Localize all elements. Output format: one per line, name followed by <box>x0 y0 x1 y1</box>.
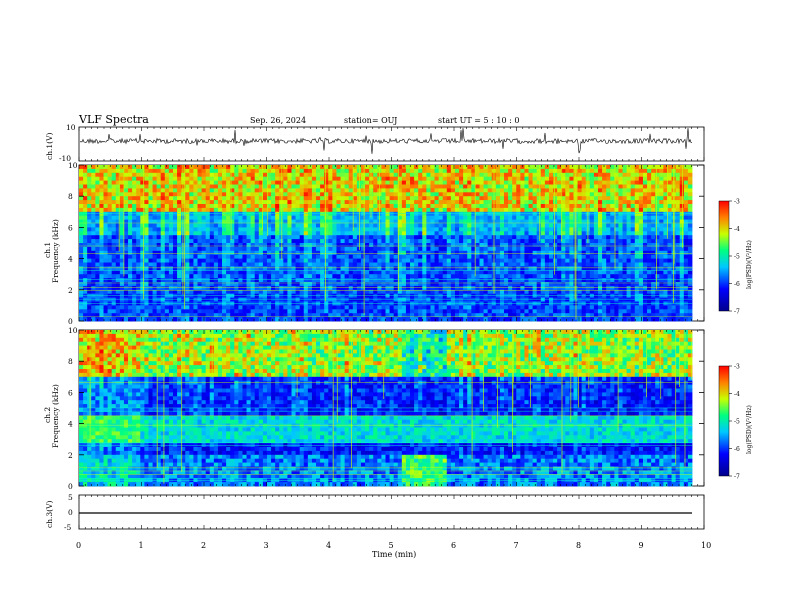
ch1-ytick-top: 10 <box>66 123 76 132</box>
date-label: Sep. 26, 2024 <box>250 116 306 125</box>
ch1-spec-channel-label: ch.1 <box>43 242 52 258</box>
ch1-waveform-trace <box>79 127 692 154</box>
x-tick-label: 3 <box>264 541 269 550</box>
x-tick-label: 4 <box>326 541 331 550</box>
x-axis: 0 1 2 3 4 5 6 7 8 9 10 <box>76 127 711 550</box>
x-tick-label: 6 <box>451 541 456 550</box>
ch3-ytick-bottom: -5 <box>64 523 72 532</box>
ch2-spectrogram-panel: 0 2 4 6 8 10 Frequency (kHz) ch.2 <box>43 326 705 491</box>
colorbar-tick-label: -7 <box>734 474 740 481</box>
spec2-yticks-label: 0 <box>68 482 73 491</box>
ch1-ytick-bottom: -10 <box>59 154 71 163</box>
colorbar-tick-label: -4 <box>734 226 740 233</box>
ch2-spec-channel-label: ch.2 <box>43 407 52 423</box>
spec2-yticks-label: 4 <box>68 420 73 429</box>
spec2-yticks-label: 10 <box>68 326 78 335</box>
spec1-yticks-label: 4 <box>68 255 73 264</box>
ch2-spectrogram-image <box>79 330 693 487</box>
ch2-colorbar-label: log(PSD)(V²/Hz) <box>746 405 753 454</box>
ch1-spec-ylabel: Frequency (kHz) <box>51 219 60 283</box>
spec2-yticks-label: 8 <box>68 357 73 366</box>
ch1-spectrogram-panel: 0 2 4 6 8 10 Frequency (kHz) ch.1 <box>43 161 705 326</box>
station-label: station= OUJ <box>344 116 397 125</box>
ch3-ytick-top: 5 <box>68 493 73 502</box>
colorbar-tick-label: -5 <box>734 254 740 261</box>
spec2-yticks-label: 6 <box>68 388 73 397</box>
colorbar-tick-label: -7 <box>734 309 740 316</box>
spec1-yticks-label: 10 <box>68 161 78 170</box>
x-tick-label: 7 <box>514 541 519 550</box>
colorbar-tick-label: -3 <box>734 199 740 206</box>
colorbar-tick-label: -5 <box>734 419 740 426</box>
x-tick-label: 2 <box>201 541 206 550</box>
spec2-yticks-label: 2 <box>68 451 73 460</box>
spec1-yticks-label: 0 <box>68 317 73 326</box>
spec1-yticks-label: 8 <box>68 192 73 201</box>
spec1-yticks-label: 2 <box>68 286 73 295</box>
colorbar-tick-label: -3 <box>734 364 740 371</box>
start-ut-label: start UT = 5 : 10 : 0 <box>438 116 519 125</box>
colorbar-tick-label: -4 <box>734 391 740 398</box>
ch3-ytick-mid: 0 <box>68 508 73 517</box>
x-tick-label: 10 <box>701 541 711 550</box>
ch1-spectrogram-image <box>79 165 693 322</box>
ch2-colorbar-gradient <box>718 365 730 477</box>
ch1-colorbar: -3 -4 -5 -6 -7 log(PSD)(V²/Hz) <box>718 199 753 316</box>
x-tick-label: 8 <box>576 541 581 550</box>
x-tick-label: 9 <box>639 541 644 550</box>
spec1-yticks-label: 6 <box>68 223 73 232</box>
ch1-colorbar-label: log(PSD)(V²/Hz) <box>746 240 753 289</box>
colorbar-tick-label: -6 <box>734 446 740 453</box>
x-tick-label: 1 <box>139 541 144 550</box>
ch2-spec-ylabel: Frequency (kHz) <box>51 384 60 448</box>
x-tick-label: 5 <box>389 541 394 550</box>
x-axis-label: Time (min) <box>372 550 416 559</box>
ch1-ylabel: ch.1(V) <box>45 132 54 160</box>
figure-title: VLF Spectra <box>78 113 149 126</box>
ch3-ylabel: ch.3(V) <box>45 500 54 528</box>
ch1-waveform-panel: 10 -10 ch.1(V) <box>45 123 705 163</box>
ch1-colorbar-gradient <box>718 200 730 312</box>
ch3-waveform-panel: 5 0 -5 ch.3(V) <box>45 493 705 532</box>
ch2-colorbar: -3 -4 -5 -6 -7 log(PSD)(V²/Hz) <box>718 364 753 481</box>
x-tick-label: 0 <box>76 541 81 550</box>
colorbar-tick-label: -6 <box>734 281 740 288</box>
